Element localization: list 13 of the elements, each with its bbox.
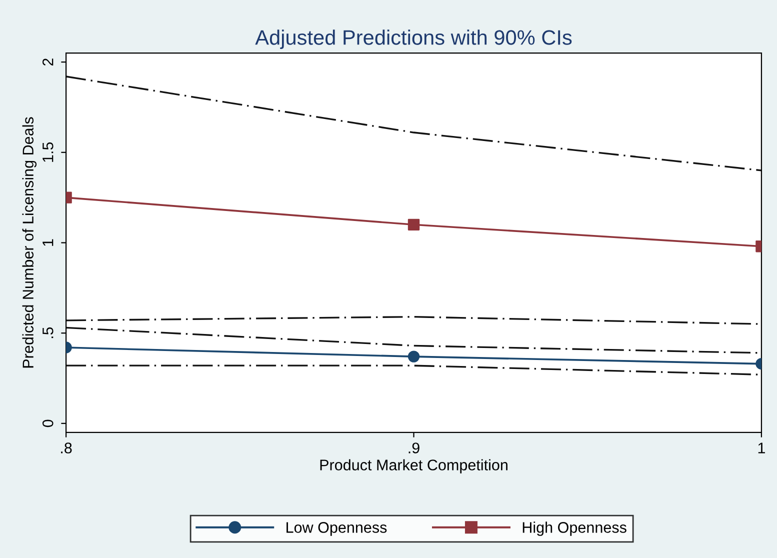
x-tick-label: .8 (61, 442, 72, 454)
x-tick-label: 1 (758, 442, 765, 454)
x-tick-label: .9 (408, 442, 420, 454)
y-axis-title: Predicted Number of Licensing Deals (22, 117, 37, 368)
legend-label: Low Openness (286, 522, 387, 536)
y-tick-label: 1 (42, 239, 54, 246)
y-tick-label: 1.5 (42, 142, 54, 162)
y-tick-label: 0 (42, 420, 54, 428)
chart-title: Adjusted Predictions with 90% CIs (255, 30, 572, 49)
y-tick-label: .5 (42, 327, 54, 338)
y-tick-label: 2 (42, 58, 54, 66)
legend-label: High Openness (522, 522, 626, 536)
x-axis-title: Product Market Competition (320, 459, 508, 474)
